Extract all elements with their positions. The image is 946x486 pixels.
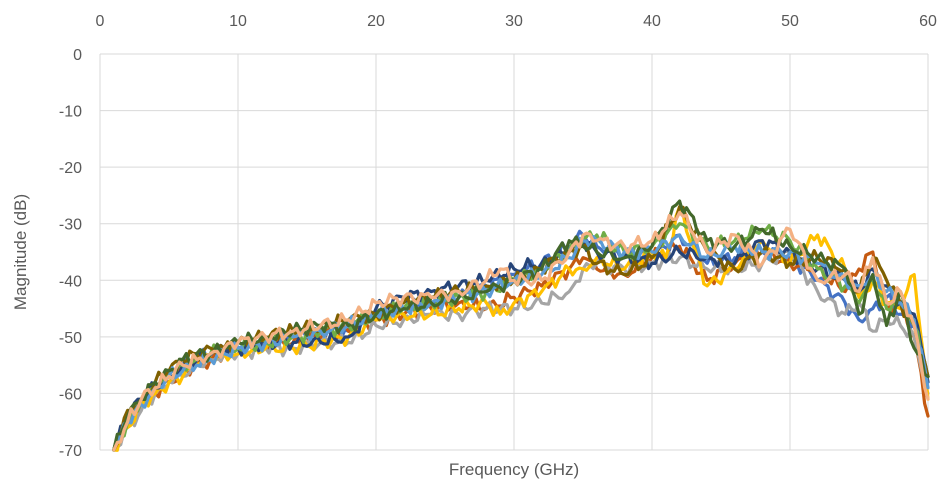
y-tick-label: -20 bbox=[59, 160, 82, 177]
y-tick-labels: 0 -10 -20 -30 -40 -50 -60 -70 bbox=[59, 47, 82, 460]
y-tick-label: -30 bbox=[59, 217, 82, 234]
series-line-10 bbox=[112, 210, 930, 452]
x-axis-title: Frequency (GHz) bbox=[449, 460, 579, 479]
y-tick-label: -40 bbox=[59, 273, 82, 290]
x-tick-label: 50 bbox=[781, 13, 799, 30]
gridlines bbox=[99, 53, 929, 451]
y-tick-label: -60 bbox=[59, 386, 82, 403]
series-line-9 bbox=[112, 199, 930, 452]
x-tick-label: 20 bbox=[367, 13, 385, 30]
y-axis-title: Magnitude (dB) bbox=[11, 194, 30, 310]
y-tick-label: -70 bbox=[59, 443, 82, 460]
y-tick-label: 0 bbox=[73, 47, 82, 64]
series-line-4 bbox=[112, 205, 930, 452]
x-tick-label: 40 bbox=[643, 13, 661, 30]
plot-area bbox=[112, 199, 930, 452]
x-tick-labels: 0 10 20 30 40 50 60 bbox=[96, 13, 937, 30]
x-tick-label: 30 bbox=[505, 13, 523, 30]
y-tick-label: -10 bbox=[59, 104, 82, 121]
x-tick-label: 60 bbox=[919, 13, 937, 30]
x-tick-label: 0 bbox=[96, 13, 105, 30]
y-tick-label: -50 bbox=[59, 330, 82, 347]
x-tick-label: 10 bbox=[229, 13, 247, 30]
